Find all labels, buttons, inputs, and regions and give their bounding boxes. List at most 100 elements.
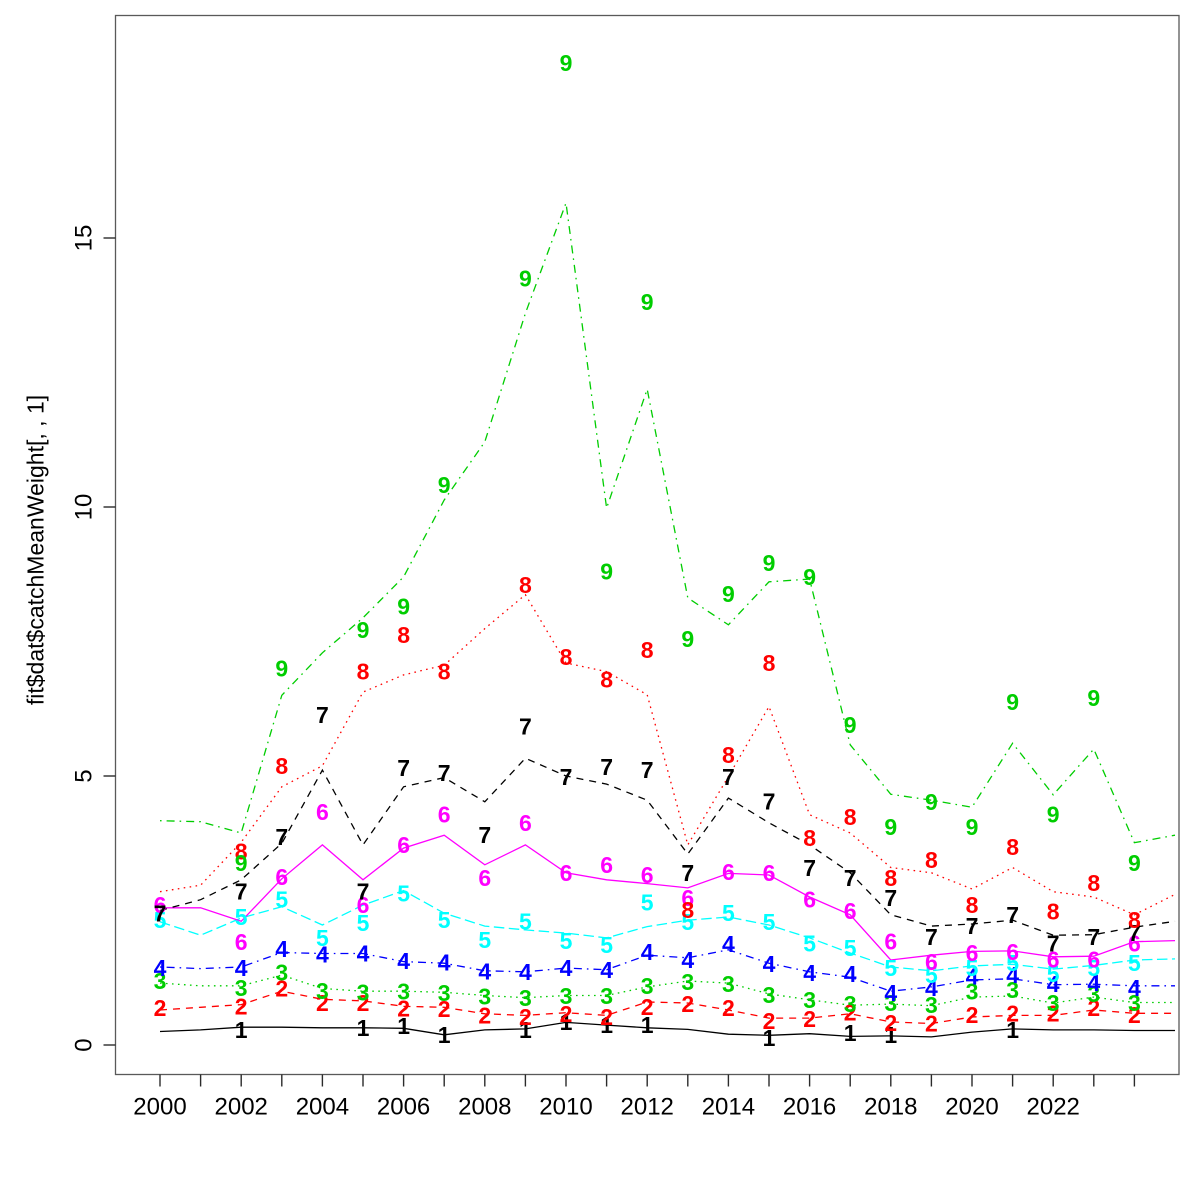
series-4-point-2011: 4 (600, 957, 613, 983)
series-9-point-2016: 9 (803, 564, 816, 590)
series-5-point-2020: 5 (966, 955, 979, 981)
series-1-point-2006: 1 (397, 1013, 410, 1039)
series-2-point-2015: 2 (763, 1008, 776, 1034)
series-6-line (160, 834, 1176, 961)
series-2-point-2014: 2 (722, 995, 735, 1021)
series-5-point-2017: 5 (844, 935, 857, 961)
series-5-point-2019: 5 (925, 962, 938, 988)
series-3-point-2009: 3 (519, 985, 532, 1011)
series-5-point-2013: 5 (681, 909, 694, 935)
series-4-point-2000: 4 (154, 955, 167, 981)
series-8-point-2021: 8 (1006, 834, 1019, 860)
series-5-point-2005: 5 (357, 910, 370, 936)
series-7-point-2019: 7 (925, 924, 938, 950)
series-1-point-2018: 1 (884, 1022, 897, 1048)
series-7-point-2024: 7 (1128, 920, 1141, 946)
series-9-point-2011: 9 (600, 559, 613, 585)
series-2-point-2023: 2 (1087, 995, 1100, 1021)
series-9-point-2023: 9 (1087, 685, 1100, 711)
series-8-point-2002: 8 (235, 838, 248, 864)
series-6-point-2015: 6 (763, 860, 776, 886)
series-3-point-2013: 3 (681, 969, 694, 995)
series-2-point-2006: 2 (397, 995, 410, 1021)
series-8-point-2006: 8 (397, 622, 410, 648)
series-3-point-2012: 3 (641, 973, 654, 999)
series-8-point-2016: 8 (803, 825, 816, 851)
series-9-point-2019: 9 (925, 789, 938, 815)
series-8-point-2022: 8 (1047, 899, 1060, 925)
series-9-line (159, 202, 1176, 844)
series-3-point-2024: 3 (1128, 990, 1141, 1016)
x-tick-label-2008: 2008 (458, 1094, 511, 1121)
series-4-point-2023: 4 (1087, 970, 1100, 996)
series-3-point-2004: 3 (316, 978, 329, 1004)
series-4-point-2003: 4 (275, 936, 288, 962)
series-8-point-2023: 8 (1087, 870, 1100, 896)
series-9-point-2020: 9 (966, 814, 979, 840)
x-tick-label-2000: 2000 (133, 1094, 186, 1121)
series-6-point-2012: 6 (641, 862, 654, 888)
series-4-point-2012: 4 (641, 939, 654, 965)
series-4-point-2009: 4 (519, 959, 532, 985)
series-7-point-2004: 7 (316, 702, 329, 728)
series-5-point-2002: 5 (235, 904, 248, 930)
series-7-point-2021: 7 (1006, 902, 1019, 928)
series-7-point-2006: 7 (397, 755, 410, 781)
series-8-point-2012: 8 (641, 637, 654, 663)
x-tick-label-2002: 2002 (215, 1094, 268, 1121)
series-5-point-2021: 5 (1006, 950, 1019, 976)
series-4-point-2006: 4 (397, 948, 410, 974)
series-8-point-2018: 8 (884, 865, 897, 891)
series-3-point-2007: 3 (438, 980, 451, 1006)
series-2-point-2010: 2 (560, 1001, 573, 1027)
series-6-point-2003: 6 (275, 864, 288, 890)
series-1-line (159, 1021, 1175, 1038)
series-1-point-2017: 1 (844, 1020, 857, 1046)
x-tick-label-2010: 2010 (539, 1094, 592, 1121)
series-3-point-2000: 3 (154, 968, 167, 994)
series-4-point-2022: 4 (1047, 971, 1060, 997)
series-2-point-2016: 2 (803, 1006, 816, 1032)
series-8-point-2017: 8 (844, 804, 857, 830)
series-9-point-2021: 9 (1006, 689, 1019, 715)
series-6-point-2017: 6 (844, 898, 857, 924)
series-3-point-2011: 3 (600, 983, 613, 1009)
series-7-point-2018: 7 (884, 885, 897, 911)
series-7-point-2002: 7 (235, 879, 248, 905)
series-2-point-2009: 2 (519, 1004, 532, 1030)
series-4-point-2015: 4 (763, 951, 776, 977)
series-7-point-2005: 7 (357, 879, 370, 905)
series-7-point-2016: 7 (803, 855, 816, 881)
series-2-point-2005: 2 (357, 990, 370, 1016)
series-2-line (159, 990, 1175, 1025)
series-3-point-2008: 3 (478, 984, 491, 1010)
series-5-point-2000: 5 (154, 907, 167, 933)
x-tick-label-2016: 2016 (783, 1094, 836, 1121)
series-4-point-2004: 4 (316, 942, 329, 968)
series-5-point-2011: 5 (600, 932, 613, 958)
series-8-point-2024: 8 (1128, 907, 1141, 933)
series-2-point-2024: 2 (1128, 1002, 1141, 1028)
series-2-point-2012: 2 (641, 994, 654, 1020)
series-2-point-2011: 2 (600, 1004, 613, 1030)
series-6-point-2004: 6 (316, 799, 329, 825)
series-lines-group (159, 202, 1176, 1038)
series-8-point-2010: 8 (560, 644, 573, 670)
series-2-point-2003: 2 (275, 976, 288, 1002)
series-9-point-2022: 9 (1047, 802, 1060, 828)
series-4-point-2016: 4 (803, 960, 816, 986)
series-6-point-2006: 6 (397, 832, 410, 858)
series-3-point-2002: 3 (235, 975, 248, 1001)
series-2-point-2020: 2 (966, 1002, 979, 1028)
series-4-point-2017: 4 (844, 961, 857, 987)
series-9-point-2017: 9 (844, 712, 857, 738)
series-2-point-2007: 2 (438, 996, 451, 1022)
series-5-point-2015: 5 (763, 909, 776, 935)
series-7-line (159, 757, 1176, 936)
series-5-line (159, 889, 1176, 972)
series-points-group: 1 1 1 1 1 1 1 1 1 1 1 12 222 2 2 2 2 2 2 2 2 2 2 2 2 2 2 2 2 2 2 2 23 333… (154, 50, 1141, 1051)
series-1-point-2002: 1 (235, 1017, 248, 1043)
series-5-point-2014: 5 (722, 900, 735, 926)
series-9-point-2018: 9 (884, 814, 897, 840)
